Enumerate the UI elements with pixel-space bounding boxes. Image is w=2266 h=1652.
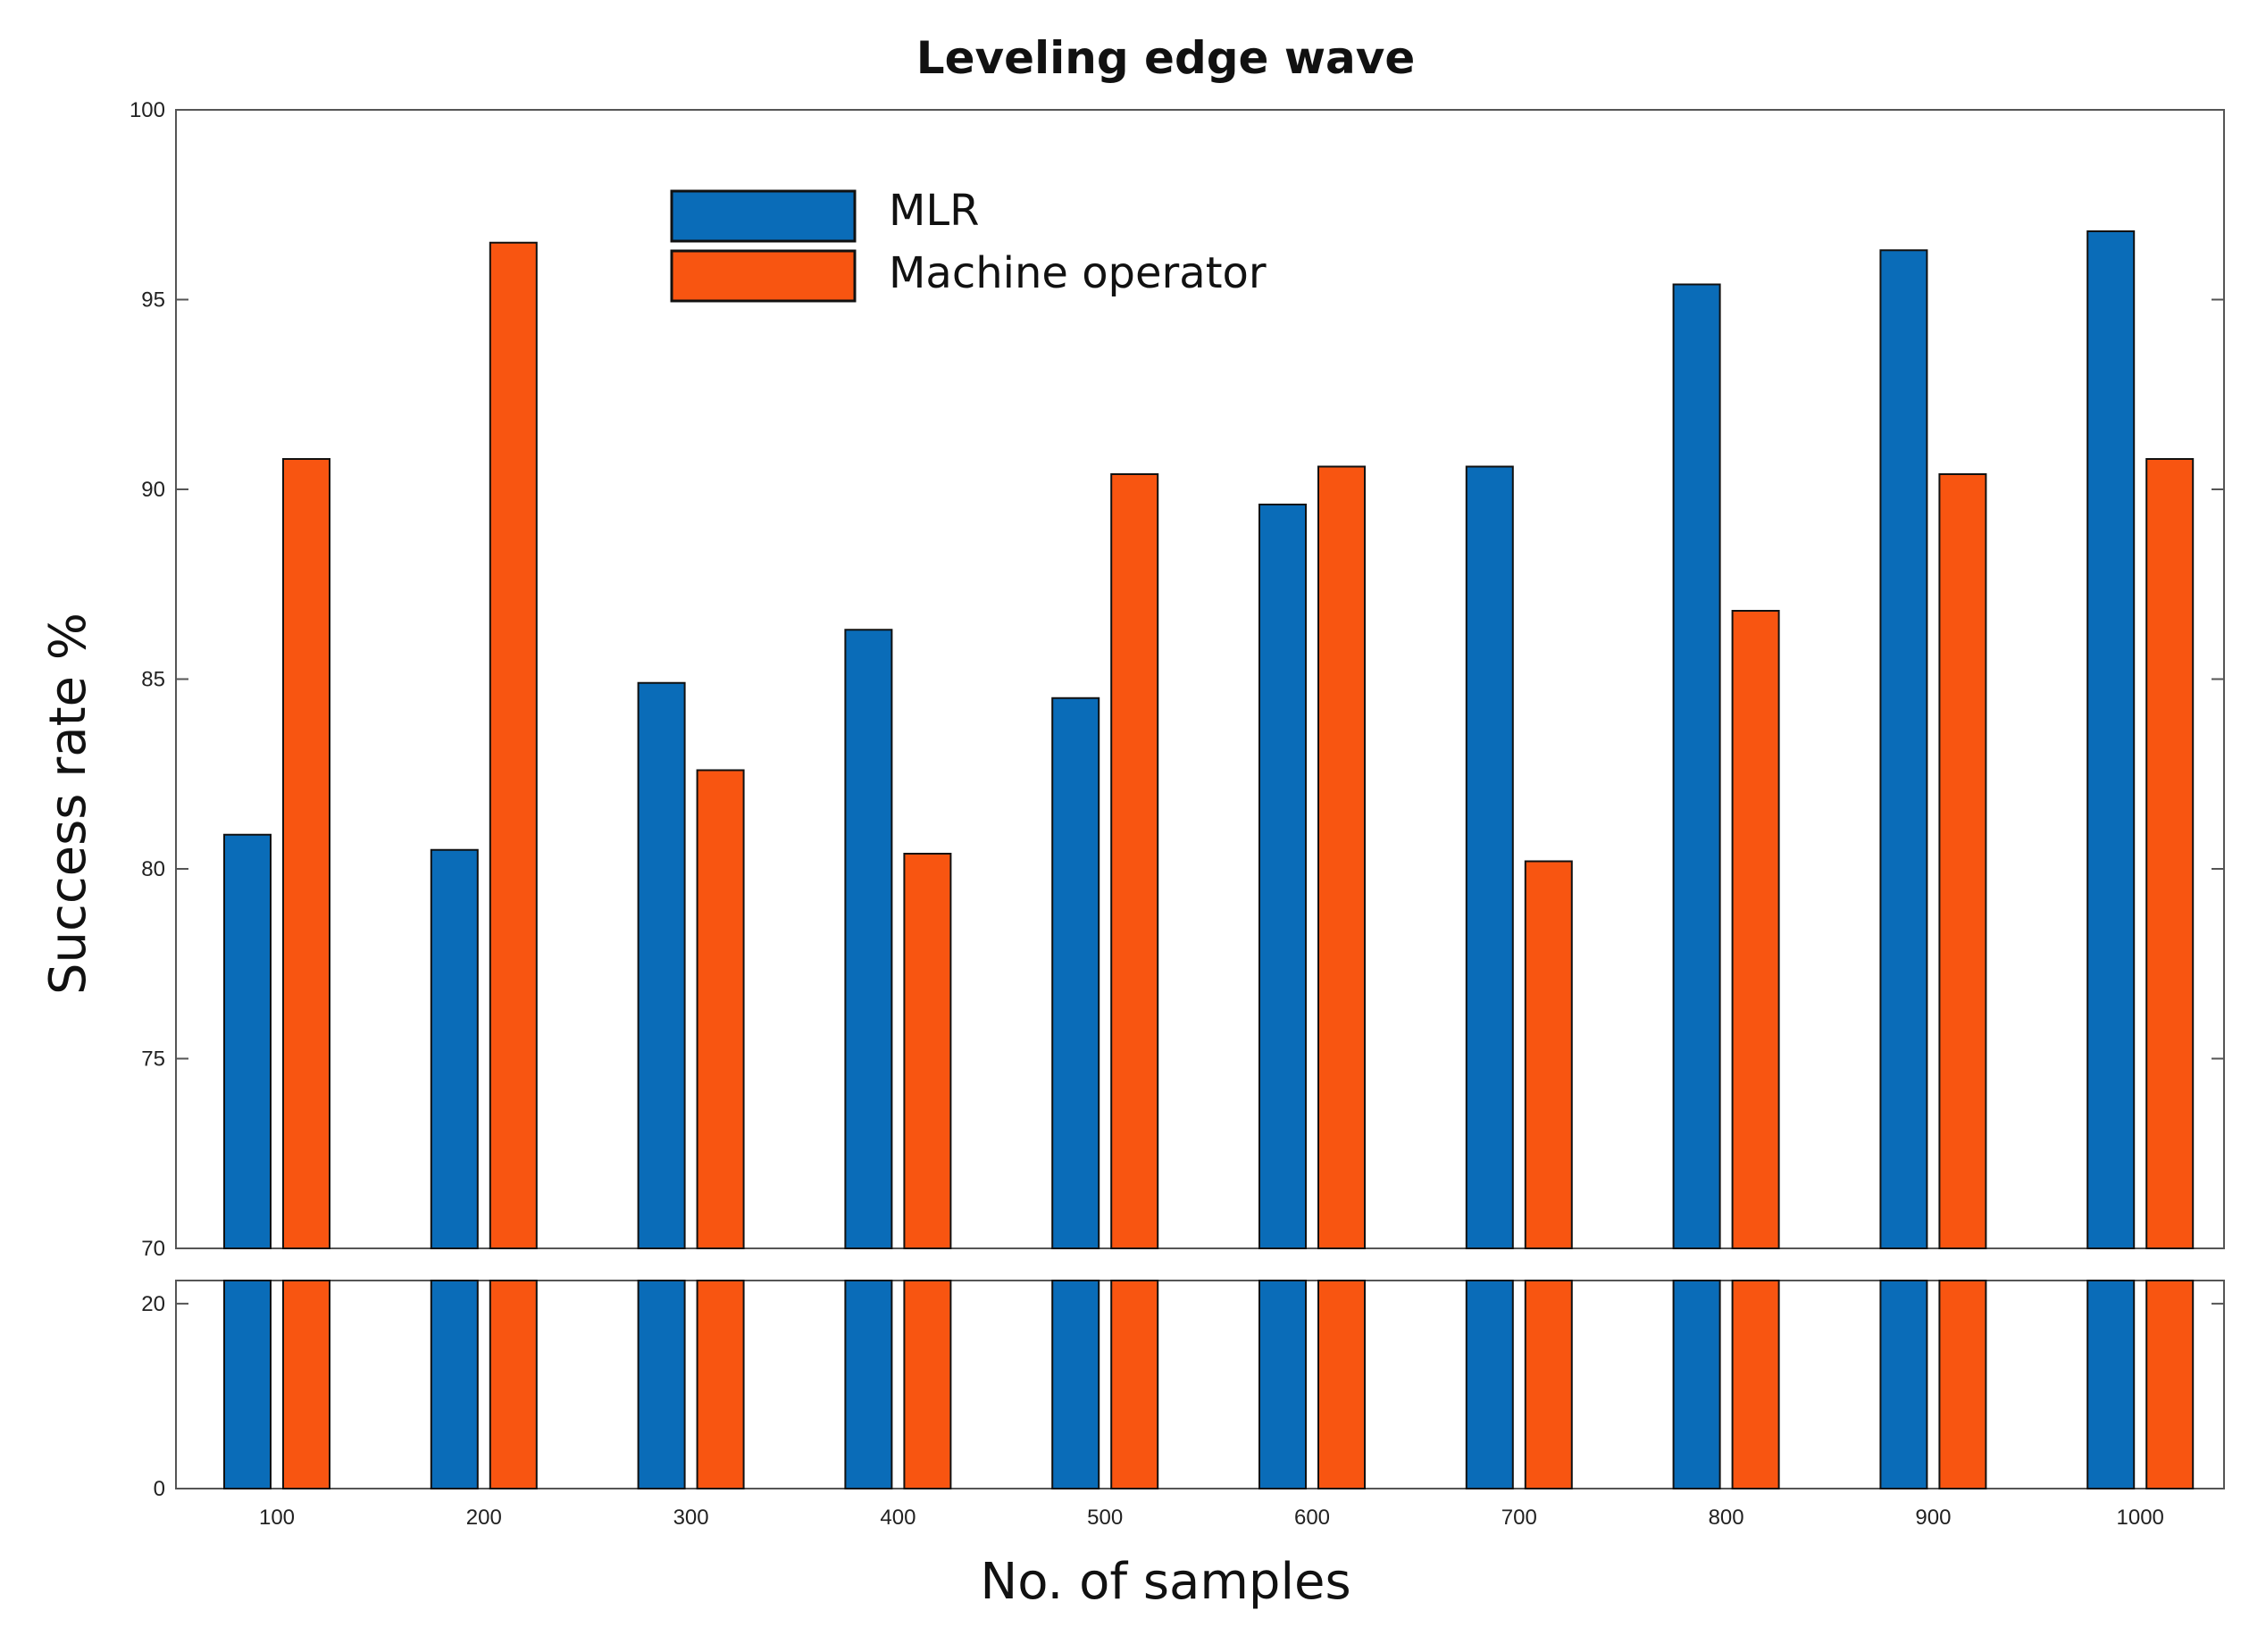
bar-base-machine-operator-100 <box>282 1280 330 1489</box>
bar-base-mlr-100 <box>223 1280 272 1489</box>
bar-machine-operator-800 <box>1731 610 1780 1249</box>
bar-base-mlr-700 <box>1465 1280 1514 1489</box>
legend: MLR Machine operator <box>670 186 1267 303</box>
y-tick-label: 80 <box>141 857 165 881</box>
x-tick-label: 200 <box>466 1506 502 1530</box>
bar-machine-operator-300 <box>696 769 745 1249</box>
bar-machine-operator-200 <box>489 241 538 1249</box>
bar-base-machine-operator-1000 <box>2145 1280 2195 1489</box>
bar-mlr-400 <box>844 629 893 1249</box>
bar-mlr-800 <box>1672 283 1721 1249</box>
x-tick-label: 700 <box>1501 1506 1537 1530</box>
bar-machine-operator-600 <box>1317 465 1366 1249</box>
bar-machine-operator-900 <box>1938 473 1987 1249</box>
lower-y-ticks: 0 20 <box>141 1292 2224 1501</box>
bar-base-machine-operator-800 <box>1731 1280 1780 1489</box>
bar-mlr-500 <box>1051 697 1100 1249</box>
bar-base-mlr-500 <box>1051 1280 1100 1489</box>
y-tick-label: 75 <box>141 1047 165 1072</box>
x-tick-label: 600 <box>1294 1506 1330 1530</box>
bar-base-mlr-600 <box>1258 1280 1307 1489</box>
bar-base-mlr-900 <box>1879 1280 1928 1489</box>
bar-machine-operator-400 <box>903 853 952 1249</box>
bar-base-mlr-400 <box>844 1280 893 1489</box>
bar-mlr-300 <box>637 681 686 1249</box>
y-tick-label: 0 <box>154 1477 165 1501</box>
x-tick-label: 500 <box>1087 1506 1123 1530</box>
x-tick-label: 1000 <box>2117 1506 2164 1530</box>
legend-swatch-mlr <box>670 189 857 243</box>
y-tick-label: 70 <box>141 1237 165 1261</box>
bar-base-mlr-800 <box>1672 1280 1721 1489</box>
legend-swatch-machine-operator <box>670 249 857 303</box>
y-tick-label: 90 <box>141 478 165 502</box>
x-tick-label: 400 <box>880 1506 916 1530</box>
bar-mlr-600 <box>1258 504 1307 1249</box>
bar-base-mlr-200 <box>430 1280 479 1489</box>
bar-mlr-900 <box>1879 249 1928 1249</box>
x-tick-label: 300 <box>673 1506 709 1530</box>
legend-label-machine-operator: Machine operator <box>889 248 1267 298</box>
lower-plot-frame <box>175 1280 2225 1489</box>
y-axis-label: Success rate % <box>39 613 97 995</box>
chart-title: Leveling edge wave <box>916 32 1416 84</box>
lower-bars <box>223 1280 2195 1489</box>
y-tick-label: 95 <box>141 288 165 313</box>
legend-label-mlr: MLR <box>889 186 980 236</box>
bar-mlr-100 <box>223 833 272 1249</box>
bar-base-machine-operator-400 <box>903 1280 952 1489</box>
bar-base-machine-operator-200 <box>489 1280 538 1489</box>
bar-mlr-700 <box>1465 465 1514 1249</box>
bar-base-mlr-300 <box>637 1280 686 1489</box>
x-tick-label: 100 <box>259 1506 295 1530</box>
bar-base-machine-operator-700 <box>1524 1280 1573 1489</box>
x-tick-labels: 100 200 300 400 500 600 700 800 900 1000 <box>259 1506 2164 1530</box>
bar-base-machine-operator-900 <box>1938 1280 1987 1489</box>
bar-mlr-1000 <box>2086 230 2136 1249</box>
x-tick-label: 800 <box>1709 1506 1744 1530</box>
y-tick-label: 85 <box>141 668 165 692</box>
bar-machine-operator-1000 <box>2145 458 2195 1249</box>
y-tick-label: 100 <box>130 98 165 122</box>
upper-bars <box>223 230 2195 1249</box>
bar-base-machine-operator-600 <box>1317 1280 1366 1489</box>
bar-mlr-200 <box>430 848 479 1249</box>
bar-machine-operator-500 <box>1110 473 1159 1249</box>
bar-base-machine-operator-500 <box>1110 1280 1159 1489</box>
x-axis-label: No. of samples <box>980 1553 1350 1611</box>
bar-machine-operator-100 <box>282 458 330 1249</box>
bar-base-mlr-1000 <box>2086 1280 2136 1489</box>
upper-y-ticks: 70 75 80 85 90 95 100 <box>130 98 2224 1261</box>
bar-base-machine-operator-300 <box>696 1280 745 1489</box>
x-tick-label: 900 <box>1915 1506 1951 1530</box>
bar-machine-operator-700 <box>1524 860 1573 1249</box>
y-tick-label: 20 <box>141 1292 165 1316</box>
